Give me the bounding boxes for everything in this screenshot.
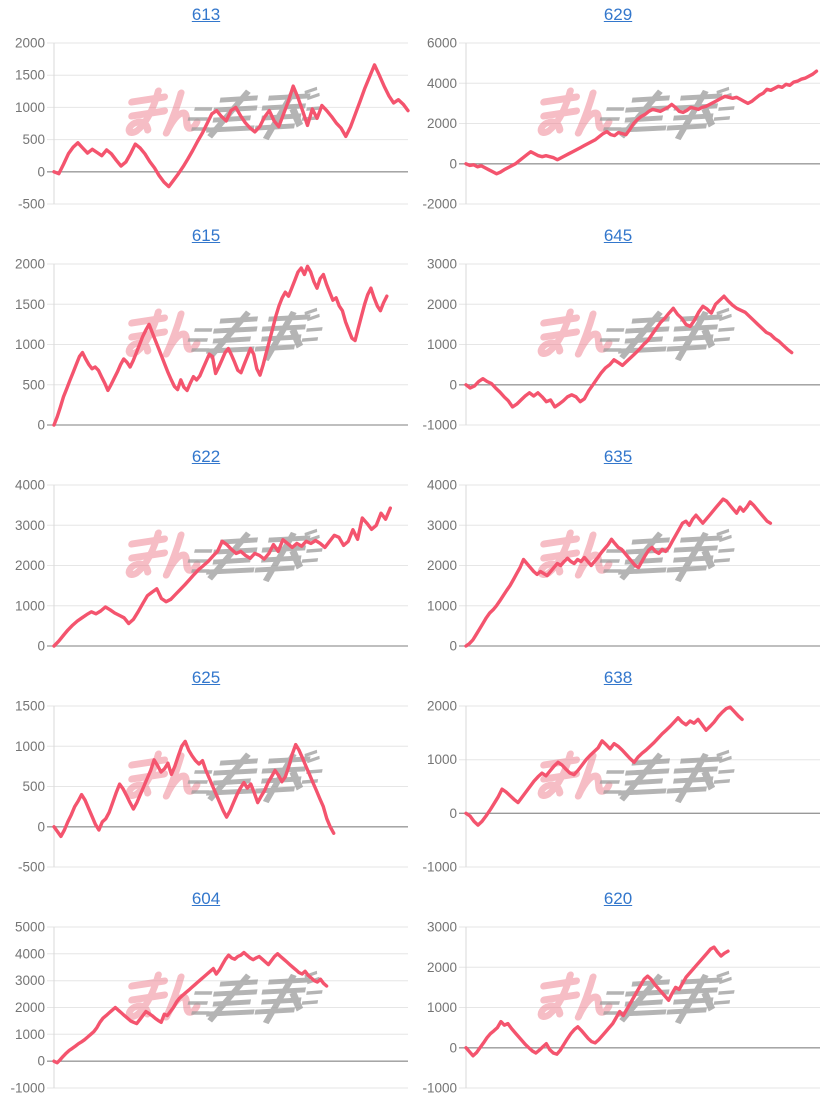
chart-cell: 638 2000 1000 0 -1000: [412, 663, 824, 884]
y-tick-label: 1500: [15, 699, 45, 714]
y-tick-label: 1000: [427, 752, 457, 767]
y-tick-label: 3000: [427, 920, 457, 935]
y-tick-label: -500: [18, 860, 45, 875]
chart-plot: 3000 2000 1000 0 -1000: [422, 920, 820, 1096]
series-line: [464, 497, 773, 648]
y-tick-label: 0: [449, 1040, 457, 1055]
series-line: [464, 705, 744, 827]
watermark: [539, 531, 737, 578]
watermark: [539, 89, 737, 136]
series-line: [464, 69, 819, 176]
chart-plot: 2000 1000 0 -1000: [422, 699, 820, 875]
chart-plot: 6000 4000 2000 0 -2000: [422, 36, 820, 212]
y-tick-label: 3000: [427, 257, 457, 272]
y-tick-label: 0: [37, 418, 45, 433]
y-tick-label: 3000: [427, 518, 457, 533]
chart-title-link[interactable]: 638: [603, 668, 633, 687]
chart-cell: 635 4000 3000 2000 1000 0: [412, 442, 824, 663]
y-tick-label: 0: [37, 1054, 45, 1069]
y-tick-label: 0: [449, 639, 457, 654]
chart-title-link[interactable]: 622: [191, 447, 221, 466]
y-tick-label: 1000: [15, 100, 45, 115]
y-tick-label: 1000: [15, 739, 45, 754]
watermark: [127, 973, 325, 1020]
y-tick-label: -1000: [422, 1081, 457, 1096]
y-tick-label: -1000: [422, 860, 457, 875]
series-line: [52, 950, 329, 1065]
y-tick-label: 1500: [15, 68, 45, 83]
watermark: [127, 531, 325, 578]
chart-cell: 604 5000 4000 3000 2000 1000 0 -1000: [0, 884, 412, 1105]
y-tick-label: 2000: [427, 558, 457, 573]
y-tick-label: 1000: [427, 337, 457, 352]
series-line: [464, 945, 730, 1058]
y-tick-label: 0: [449, 377, 457, 392]
chart-cell: 645 3000 2000 1000 0 -1000: [412, 221, 824, 442]
y-tick-label: 2000: [15, 1000, 45, 1015]
chart-plot: 2000 1500 1000 500 0 -500: [15, 36, 410, 212]
series-line: [464, 294, 794, 409]
y-tick-label: 500: [22, 377, 45, 392]
y-tick-label: -2000: [422, 197, 457, 212]
y-tick-label: 3000: [15, 518, 45, 533]
y-tick-label: 1000: [427, 1000, 457, 1015]
chart-title-link[interactable]: 604: [191, 889, 221, 908]
chart-title-link[interactable]: 645: [603, 226, 633, 245]
chart-title-link[interactable]: 629: [603, 5, 633, 24]
watermark: [539, 973, 737, 1020]
chart-cell: 620 3000 2000 1000 0 -1000: [412, 884, 824, 1105]
chart-title-link[interactable]: 620: [603, 889, 633, 908]
series-line: [52, 264, 389, 427]
chart-plot: 5000 4000 3000 2000 1000 0 -1000: [10, 920, 408, 1096]
chart-plot: 4000 3000 2000 1000 0: [15, 478, 408, 654]
y-tick-label: 2000: [427, 960, 457, 975]
y-tick-label: 2000: [427, 699, 457, 714]
chart-cell: 622 4000 3000 2000 1000 0: [0, 442, 412, 663]
y-tick-label: 0: [37, 164, 45, 179]
y-tick-label: 6000: [427, 36, 457, 51]
y-tick-label: 1500: [15, 297, 45, 312]
series-line: [52, 63, 410, 189]
y-tick-label: 0: [37, 639, 45, 654]
chart-cell: 625 1500 1000 500 0 -500: [0, 663, 412, 884]
series-line: [52, 739, 336, 839]
y-tick-label: 2000: [15, 257, 45, 272]
y-tick-label: 1000: [427, 598, 457, 613]
y-tick-label: 2000: [15, 558, 45, 573]
chart-plot: 1500 1000 500 0 -500: [15, 699, 408, 875]
y-tick-label: 0: [449, 156, 457, 171]
chart-cell: 629 6000 4000 2000 0 -2000: [412, 0, 824, 221]
y-tick-label: 500: [22, 132, 45, 147]
chart-title-link[interactable]: 615: [191, 226, 221, 245]
y-tick-label: 5000: [15, 920, 45, 935]
watermark: [127, 752, 325, 799]
y-tick-label: -500: [18, 197, 45, 212]
y-tick-label: 500: [22, 779, 45, 794]
y-tick-label: 3000: [15, 973, 45, 988]
y-tick-label: 4000: [15, 478, 45, 493]
chart-title-link[interactable]: 625: [191, 668, 221, 687]
y-tick-label: 4000: [427, 76, 457, 91]
chart-plot: 2000 1500 1000 500 0: [15, 257, 408, 433]
chart-plot: 4000 3000 2000 1000 0: [427, 478, 820, 654]
chart-plot: 3000 2000 1000 0 -1000: [422, 257, 820, 433]
y-tick-label: 2000: [427, 116, 457, 131]
y-tick-label: 1000: [15, 337, 45, 352]
y-tick-label: 1000: [15, 1027, 45, 1042]
y-tick-label: 0: [449, 806, 457, 821]
y-tick-label: 4000: [15, 946, 45, 961]
chart-title-link[interactable]: 635: [603, 447, 633, 466]
y-tick-label: 2000: [15, 36, 45, 51]
chart-cell: 615 2000 1500 1000 500 0: [0, 221, 412, 442]
y-tick-label: 1000: [15, 598, 45, 613]
y-tick-label: -1000: [10, 1081, 45, 1096]
y-tick-label: 0: [37, 819, 45, 834]
y-tick-label: -1000: [422, 418, 457, 433]
y-tick-label: 2000: [427, 297, 457, 312]
series-line: [52, 506, 392, 648]
chart-cell: 613 2000 1500 1000 500 0 -500: [0, 0, 412, 221]
chart-title-link[interactable]: 613: [191, 5, 221, 24]
y-tick-label: 4000: [427, 478, 457, 493]
